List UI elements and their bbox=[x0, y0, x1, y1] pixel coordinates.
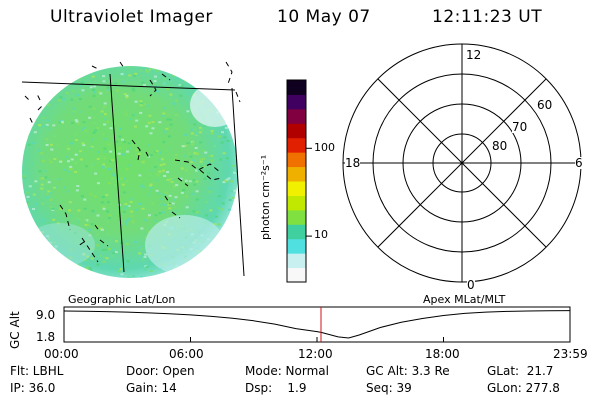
strip-y-tick: 9.0 bbox=[36, 308, 56, 322]
ip-status: IP: 36.0 bbox=[10, 381, 56, 395]
instrument-title: Ultraviolet Imager bbox=[50, 7, 213, 27]
strip-x-tick-label: 18:00 bbox=[425, 347, 460, 361]
mlt-label-12: 12 bbox=[466, 48, 482, 62]
colorbar-cell bbox=[287, 224, 306, 240]
observation-date: 10 May 07 bbox=[277, 7, 371, 27]
mlt-label-6: 6 bbox=[575, 156, 583, 170]
mlat-label-60: 60 bbox=[537, 98, 553, 112]
colorbar-scale bbox=[287, 80, 306, 283]
glon-status: GLon: 277.8 bbox=[487, 381, 560, 395]
mlat-label-80: 80 bbox=[492, 139, 508, 153]
geographic-grid-lines bbox=[21, 73, 245, 277]
strip-y-tick: 1.8 bbox=[36, 330, 56, 344]
polar-diagonal bbox=[377, 78, 547, 248]
strip-x-tick-label: 06:00 bbox=[169, 347, 204, 361]
gain-status: Gain: 14 bbox=[126, 381, 177, 395]
strip-x-ticks bbox=[63, 337, 571, 342]
gc-altitude-line bbox=[63, 310, 570, 339]
mlat-label-70: 70 bbox=[512, 120, 528, 134]
mlt-label-0: 0 bbox=[467, 278, 475, 292]
colorbar-cell bbox=[287, 181, 306, 196]
colorbar-cell bbox=[287, 123, 306, 139]
colorbar-cell bbox=[287, 80, 306, 95]
colorbar-cell bbox=[287, 137, 306, 153]
colorbar-ticks bbox=[306, 147, 312, 237]
colorbar-cell bbox=[287, 166, 306, 182]
mlt-label-18: 18 bbox=[345, 156, 361, 170]
strip-x-tick-label: 00:00 bbox=[44, 347, 79, 361]
colorbar-cell bbox=[287, 267, 306, 283]
mode-status: Mode: Normal bbox=[245, 364, 329, 378]
colorbar-tick-label: 10 bbox=[314, 228, 328, 241]
colorbar-cell bbox=[287, 253, 306, 269]
glat-status: GLat: 21.7 bbox=[487, 364, 554, 378]
colorbar-tick-label: 100 bbox=[314, 141, 335, 154]
colorbar-cell bbox=[287, 238, 306, 254]
seq-status: Seq: 39 bbox=[366, 381, 412, 395]
colorbar-cell bbox=[287, 108, 306, 124]
door-status: Door: Open bbox=[126, 364, 195, 378]
observation-time: 12:11:23 UT bbox=[432, 7, 543, 27]
colorbar-cell bbox=[287, 209, 306, 225]
colorbar-cell bbox=[287, 94, 306, 110]
coastline-outlines bbox=[24, 61, 241, 263]
strip-x-tick-label: 12:00 bbox=[298, 347, 333, 361]
gc-altitude-status: GC Alt: 3.3 Re bbox=[366, 364, 450, 378]
dsp-status: Dsp: 1.9 bbox=[245, 381, 307, 395]
strip-x-tick-label: 23:59 bbox=[553, 347, 588, 361]
colorbar-cell bbox=[287, 152, 306, 168]
colorbar-cell bbox=[287, 195, 306, 211]
strip-right-title: Apex MLat/MLT bbox=[423, 293, 506, 306]
strip-left-title: Geographic Lat/Lon bbox=[68, 293, 176, 306]
filter-status: Flt: LBHL bbox=[10, 364, 64, 378]
